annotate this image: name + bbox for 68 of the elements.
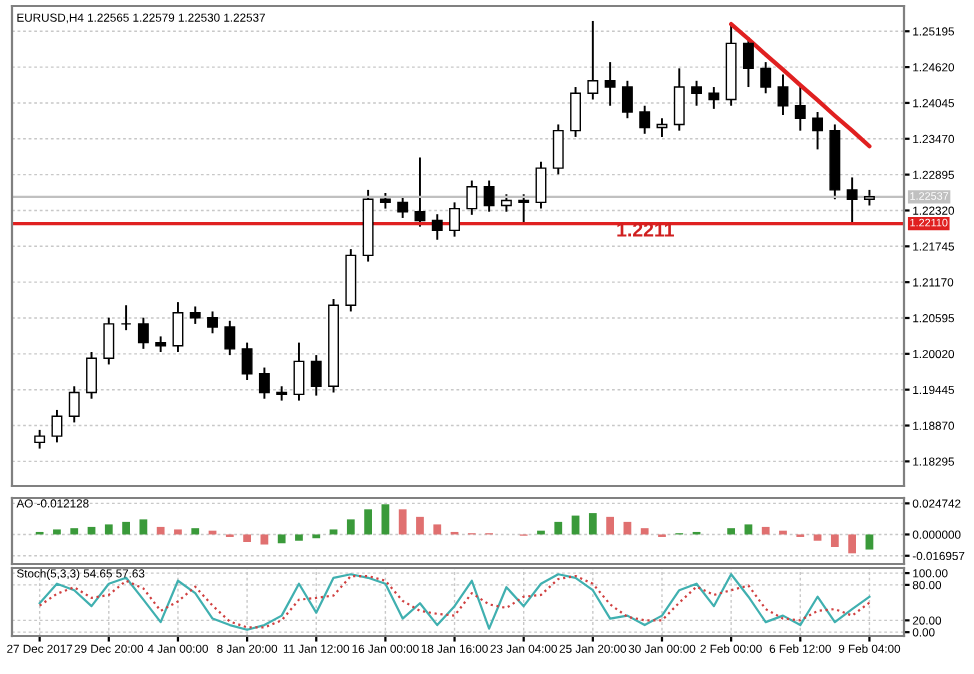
candlestick <box>397 195 409 219</box>
candlestick <box>742 36 754 89</box>
candlestick <box>691 79 703 107</box>
candlestick <box>535 160 547 210</box>
candlestick <box>103 316 115 366</box>
bar <box>156 526 165 535</box>
bar <box>813 534 822 541</box>
bar <box>277 534 286 544</box>
candlestick <box>639 104 651 135</box>
candlestick <box>224 319 236 357</box>
candlestick <box>673 67 685 132</box>
candlestick <box>552 123 564 176</box>
bar <box>416 516 424 535</box>
bar <box>848 534 857 554</box>
bar <box>346 519 355 535</box>
bar <box>830 534 839 548</box>
bar <box>364 509 372 535</box>
line-series <box>729 21 872 149</box>
annotation: 1.2211 <box>617 222 674 237</box>
bar <box>761 526 770 535</box>
candlestick <box>431 213 443 241</box>
candlestick <box>587 19 599 101</box>
candlestick <box>86 351 97 400</box>
bar <box>640 528 649 535</box>
bar <box>70 528 79 535</box>
bar <box>727 528 736 535</box>
candlestick <box>483 179 495 213</box>
bar <box>398 509 407 535</box>
candlestick <box>777 73 789 117</box>
bar <box>139 519 148 535</box>
candlestick <box>604 61 616 107</box>
candlestick <box>137 316 149 350</box>
candlestick <box>68 385 80 424</box>
candlestick <box>708 86 720 110</box>
candlestick <box>207 310 218 335</box>
candlestick <box>34 428 46 450</box>
bar <box>606 516 615 535</box>
bar <box>554 521 563 535</box>
candlestick <box>51 408 63 444</box>
bar <box>243 534 251 542</box>
candlestick <box>621 79 633 120</box>
candlestick <box>414 156 426 228</box>
candlestick <box>570 86 581 138</box>
candlestick <box>794 86 806 132</box>
bar <box>174 529 182 535</box>
candlestick <box>293 341 305 402</box>
candlestick <box>466 179 478 216</box>
candlestick <box>310 354 322 397</box>
candlestick <box>241 341 253 381</box>
candlestick <box>258 366 270 400</box>
bar <box>122 521 130 535</box>
bar <box>295 534 303 541</box>
candlestick <box>172 301 184 353</box>
candlestick <box>518 193 530 225</box>
bar <box>865 534 874 550</box>
bar <box>329 529 338 535</box>
bar <box>53 529 61 535</box>
candlestick <box>449 201 460 238</box>
bar <box>260 534 269 545</box>
candlestick <box>120 304 132 332</box>
bar <box>744 524 753 535</box>
candlestick <box>812 111 824 151</box>
candlestick <box>760 61 772 95</box>
bar <box>191 528 200 535</box>
bar <box>588 513 597 535</box>
bar <box>104 524 113 535</box>
bar <box>433 524 442 535</box>
candlestick <box>846 176 858 225</box>
